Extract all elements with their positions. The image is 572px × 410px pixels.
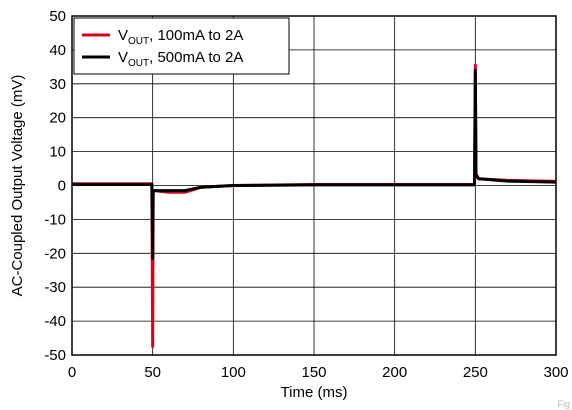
x-tick-label: 0: [68, 364, 76, 381]
x-tick-label: 50: [144, 364, 161, 381]
plot-frame: [71, 15, 557, 356]
y-tick-label: -10: [44, 211, 66, 228]
figure-label-fragment: Fig: [557, 399, 570, 409]
y-tick-label: 20: [49, 110, 66, 127]
y-tick-label: 0: [58, 178, 66, 195]
x-tick-label: 250: [463, 364, 488, 381]
y-tick-label: -20: [44, 245, 66, 262]
x-tick-label: 100: [221, 364, 246, 381]
y-tick-label: -30: [44, 279, 66, 296]
y-tick-label: 30: [49, 76, 66, 93]
x-tick-label: 200: [382, 364, 407, 381]
y-tick-label: 50: [49, 8, 66, 25]
series-lines: [72, 63, 557, 349]
series-line-2: [72, 68, 557, 260]
x-tick-label: 300: [543, 364, 568, 381]
y-axis-title: AC-Coupled Output Voltage (mV): [9, 75, 26, 297]
tick-labels: 0 50 100 150 200 250 30050403020100-10-20-30-4…: [44, 8, 568, 381]
y-tick-label: 10: [49, 144, 66, 161]
x-axis-title: Time (ms): [281, 384, 348, 401]
legend-box: [73, 17, 290, 75]
legend-label-2: VOUT, 500mA to 2A: [118, 49, 243, 69]
y-tick-label: -40: [44, 313, 66, 330]
x-tick-label: 150: [301, 364, 326, 381]
legend-label-1: VOUT, 100mA to 2A: [118, 27, 243, 47]
y-tick-label: 40: [49, 42, 66, 59]
y-tick-label: -50: [44, 347, 66, 364]
